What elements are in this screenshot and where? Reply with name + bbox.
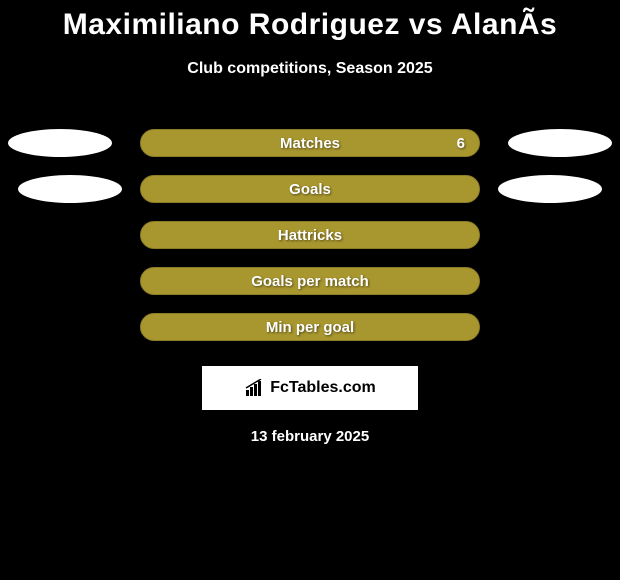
stat-value-right: 6 bbox=[457, 135, 465, 152]
comparison-infographic: Maximiliano Rodriguez vs AlanÃs Club com… bbox=[0, 0, 620, 580]
stat-row-min-per-goal: Min per goal bbox=[0, 304, 620, 350]
date-label: 13 february 2025 bbox=[0, 428, 620, 445]
brand-box: FcTables.com bbox=[202, 366, 418, 410]
stat-row-hattricks: Hattricks bbox=[0, 212, 620, 258]
stat-pill: Matches 6 bbox=[140, 129, 480, 157]
right-ellipse bbox=[508, 129, 612, 157]
stat-row-matches: Matches 6 bbox=[0, 120, 620, 166]
stat-row-goals: Goals bbox=[0, 166, 620, 212]
stat-pill: Goals bbox=[140, 175, 480, 203]
stat-label: Min per goal bbox=[266, 319, 354, 336]
left-ellipse bbox=[8, 129, 112, 157]
stat-label: Goals per match bbox=[251, 273, 369, 290]
page-title: Maximiliano Rodriguez vs AlanÃs bbox=[0, 8, 620, 42]
subtitle: Club competitions, Season 2025 bbox=[0, 60, 620, 78]
stat-pill: Min per goal bbox=[140, 313, 480, 341]
chart-icon bbox=[244, 379, 266, 397]
brand-logo: FcTables.com bbox=[244, 379, 376, 397]
stat-label: Goals bbox=[289, 181, 331, 198]
stat-row-goals-per-match: Goals per match bbox=[0, 258, 620, 304]
left-ellipse bbox=[18, 175, 122, 203]
stat-label: Hattricks bbox=[278, 227, 342, 244]
stat-label: Matches bbox=[280, 135, 340, 152]
brand-text: FcTables.com bbox=[270, 379, 376, 397]
right-ellipse bbox=[498, 175, 602, 203]
stat-pill: Hattricks bbox=[140, 221, 480, 249]
stat-pill: Goals per match bbox=[140, 267, 480, 295]
stat-rows: Matches 6 Goals Hattricks Goals per matc… bbox=[0, 120, 620, 350]
